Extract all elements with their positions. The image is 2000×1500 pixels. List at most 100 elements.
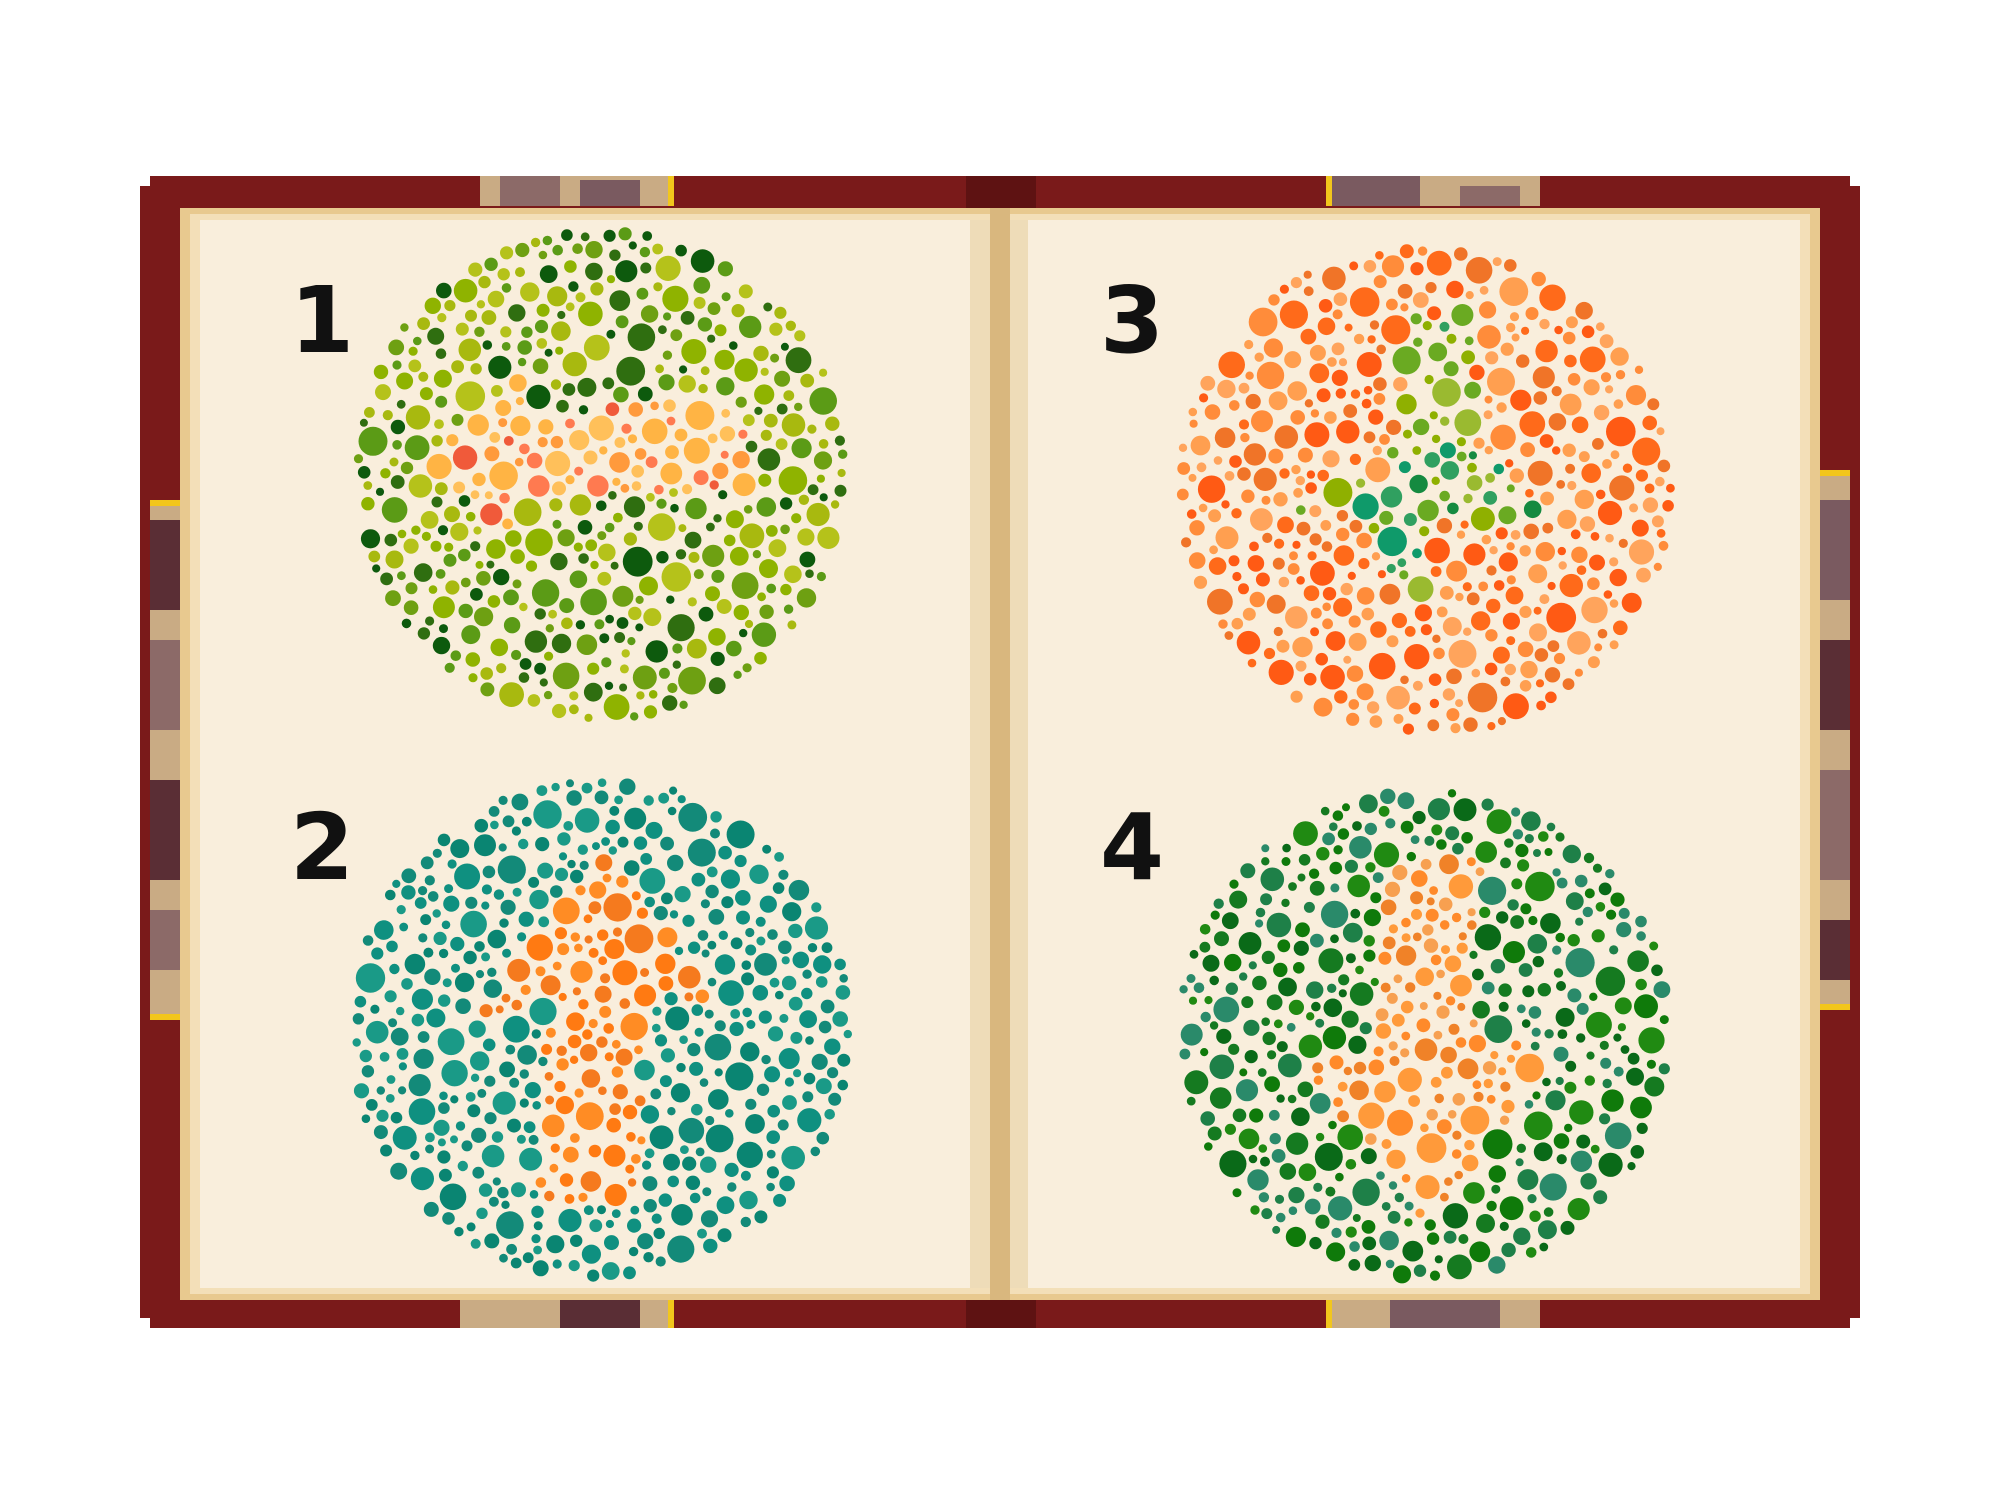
background-dot: [759, 895, 777, 913]
figure-dot: [583, 914, 593, 924]
figure-dot: [1388, 924, 1398, 934]
background-dot: [454, 972, 475, 993]
figure-dot: [1432, 378, 1461, 407]
figure-dot: [1353, 1061, 1367, 1075]
figure-dot: [1401, 1031, 1411, 1041]
background-dot: [1272, 1225, 1281, 1234]
background-dot: [1450, 723, 1461, 734]
background-dot: [1548, 413, 1567, 431]
figure-dot: [544, 1072, 554, 1081]
background-dot: [537, 862, 554, 879]
background-dot: [1463, 543, 1486, 566]
background-dot: [779, 1175, 795, 1192]
background-dot: [508, 304, 526, 322]
figure-dot: [1296, 505, 1306, 515]
background-dot: [1536, 700, 1546, 711]
background-dot: [439, 1183, 467, 1211]
background-dot: [1189, 419, 1198, 428]
background-dot: [792, 951, 810, 969]
figure-dot: [498, 418, 508, 428]
figure-dot: [678, 965, 701, 989]
background-dot: [1325, 1186, 1336, 1197]
figure-dot: [514, 457, 524, 467]
figure-dot: [1391, 1013, 1405, 1027]
background-dot: [451, 963, 460, 973]
figure-dot: [545, 1095, 555, 1105]
background-dot: [460, 910, 487, 938]
background-dot: [1297, 447, 1313, 463]
figure-dot: [1429, 411, 1438, 420]
background-dot: [1362, 1236, 1377, 1251]
background-dot: [716, 377, 735, 396]
background-dot: [1238, 932, 1262, 955]
figure-dot: [1430, 954, 1442, 966]
background-dot: [710, 828, 720, 839]
background-dot: [761, 1054, 771, 1065]
figure-dot: [1374, 1081, 1396, 1103]
background-dot: [570, 869, 584, 884]
background-dot: [1320, 520, 1332, 531]
figure-dot: [599, 446, 608, 455]
figure-dot: [634, 984, 657, 1007]
background-dot: [1606, 416, 1636, 447]
background-dot: [791, 438, 812, 459]
background-dot: [1581, 325, 1595, 339]
background-dot: [704, 1009, 714, 1019]
background-dot: [1248, 961, 1257, 970]
background-dot: [1644, 1076, 1665, 1097]
background-dot: [697, 1228, 707, 1239]
background-dot: [1317, 469, 1329, 482]
figure-dot: [1401, 917, 1411, 928]
background-dot: [1581, 596, 1608, 624]
background-dot: [1386, 298, 1398, 311]
background-dot: [1371, 552, 1381, 561]
background-dot: [647, 513, 676, 541]
figure-dot: [426, 453, 452, 480]
figure-dot: [1454, 409, 1482, 436]
background-dot: [1510, 530, 1521, 540]
background-dot: [1333, 845, 1343, 855]
figure-dot: [663, 399, 676, 413]
background-dot: [1576, 565, 1587, 575]
background-dot: [506, 1243, 517, 1255]
background-dot: [635, 623, 644, 632]
background-dot: [830, 500, 840, 509]
figure-dot: [1439, 321, 1450, 332]
background-dot: [1333, 292, 1348, 307]
background-dot: [450, 1095, 459, 1104]
background-dot: [1666, 483, 1675, 493]
background-dot: [1240, 432, 1250, 443]
background-dot: [1603, 590, 1613, 599]
figure-dot: [1381, 1139, 1392, 1149]
background-dot: [700, 899, 711, 909]
background-dot: [1436, 518, 1453, 534]
background-dot: [1638, 1027, 1665, 1054]
background-dot: [569, 570, 588, 589]
figure-dot: [1380, 982, 1391, 993]
background-dot: [1412, 292, 1429, 308]
background-dot: [534, 608, 546, 620]
background-dot: [758, 473, 772, 487]
figure-dot: [605, 402, 620, 417]
background-dot: [1316, 388, 1331, 403]
background-dot: [1462, 582, 1472, 592]
background-dot: [687, 1043, 701, 1057]
background-dot: [1520, 660, 1538, 679]
background-dot: [519, 1069, 529, 1079]
background-dot: [800, 373, 815, 388]
background-dot: [1256, 361, 1285, 390]
figure-dot: [528, 475, 550, 497]
background-dot: [1583, 852, 1595, 864]
background-dot: [404, 435, 430, 461]
background-dot: [1500, 857, 1511, 869]
figure-dot: [1436, 1005, 1450, 1019]
background-dot: [705, 1115, 715, 1126]
background-dot: [707, 940, 717, 950]
figure-dot: [480, 503, 503, 526]
background-dot: [729, 1021, 744, 1037]
background-dot: [614, 795, 623, 805]
background-dot: [634, 1059, 655, 1081]
background-dot: [1298, 1163, 1317, 1181]
figure-dot: [526, 452, 543, 469]
